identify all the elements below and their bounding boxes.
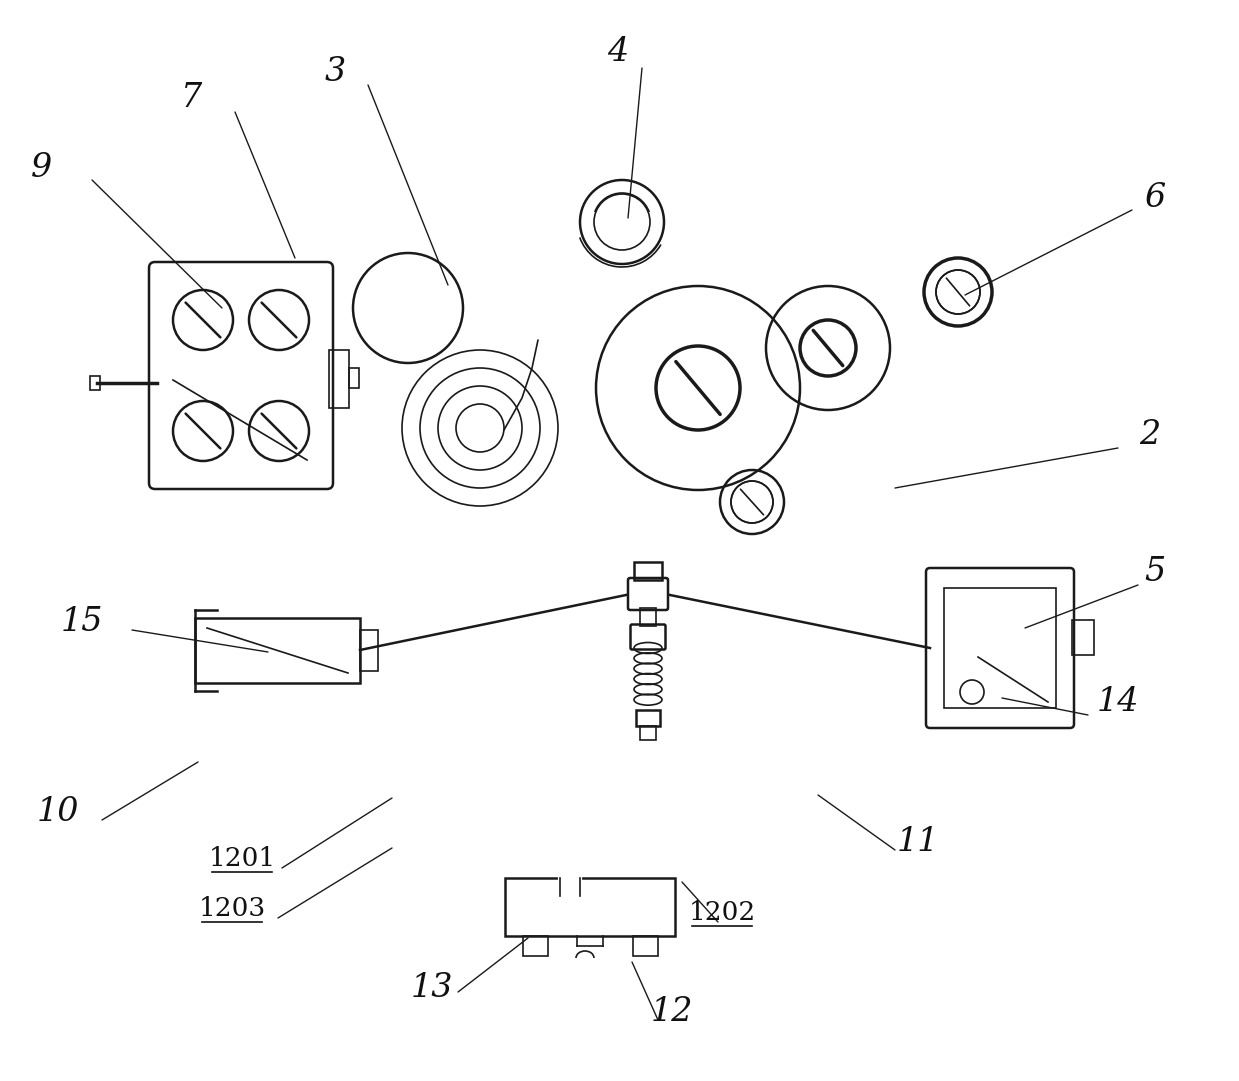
Bar (349, 368, 359, 388)
Bar (1072, 620, 1094, 655)
Text: 1202: 1202 (689, 899, 756, 924)
Text: 1201: 1201 (208, 845, 275, 870)
Bar (90, 376, 100, 390)
Bar (506, 878, 675, 936)
Text: 3: 3 (325, 56, 346, 88)
Text: 1203: 1203 (198, 895, 265, 921)
Bar (636, 710, 660, 726)
Text: 11: 11 (897, 826, 939, 858)
Text: 15: 15 (61, 606, 103, 638)
Text: 6: 6 (1145, 182, 1166, 214)
Bar (944, 588, 1056, 708)
Bar (634, 562, 662, 580)
Text: 13: 13 (411, 972, 453, 1004)
Text: 2: 2 (1140, 419, 1161, 451)
Bar (523, 936, 548, 956)
Text: 12: 12 (650, 996, 694, 1028)
Text: 5: 5 (1145, 556, 1166, 588)
Text: 14: 14 (1097, 686, 1139, 718)
Bar (361, 630, 378, 671)
Text: 9: 9 (31, 152, 52, 184)
Bar (641, 726, 655, 740)
Text: 10: 10 (37, 796, 79, 828)
Bar (641, 608, 655, 626)
Bar (330, 350, 349, 408)
Bar (195, 618, 361, 683)
Text: 7: 7 (181, 82, 203, 114)
Bar (633, 936, 658, 956)
Text: 4: 4 (607, 36, 628, 68)
